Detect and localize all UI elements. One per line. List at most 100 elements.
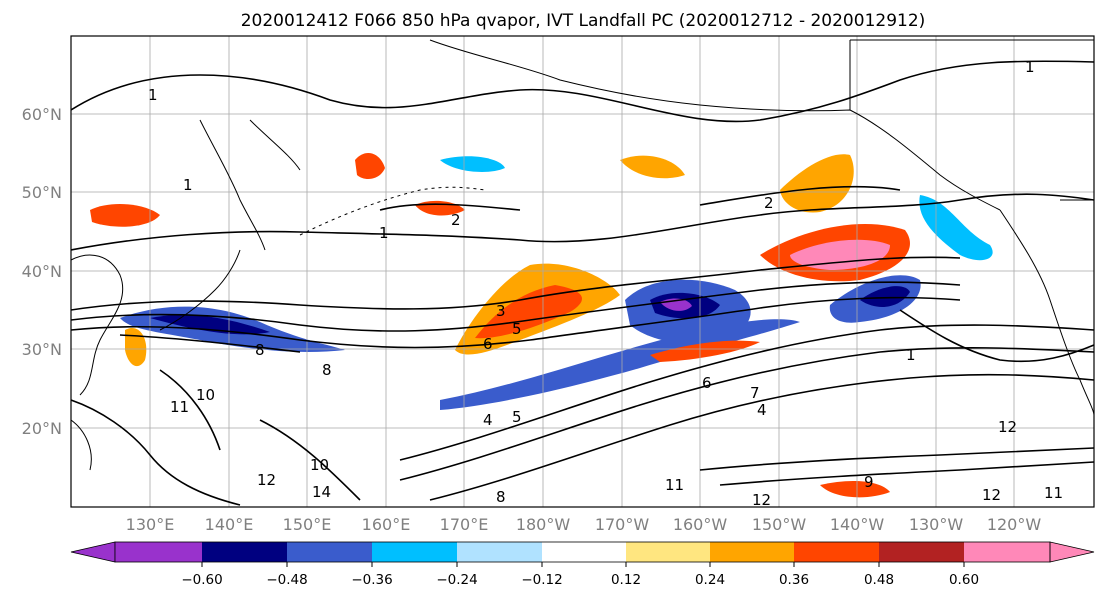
kamchatka-coastline <box>199 119 301 251</box>
contour-tropical-west <box>71 369 361 506</box>
colorbar-segment <box>879 542 964 562</box>
negative-anomaly-band-west-core <box>150 314 270 335</box>
positive-anomaly-band-south <box>650 340 760 362</box>
map-frame <box>70 35 1095 508</box>
lon-label: 150°W <box>752 515 807 534</box>
japan-coastline <box>159 249 241 331</box>
lat-label: 20°N <box>22 419 62 438</box>
colorbar-ticks <box>201 562 965 567</box>
contour-label: 5 <box>512 320 522 338</box>
colorbar-outline <box>114 541 1051 563</box>
lat-label: 30°N <box>22 340 62 359</box>
contour-label: 6 <box>702 374 712 392</box>
contour-label: 9 <box>864 473 874 491</box>
light-blue-anomaly-east <box>919 195 993 261</box>
contour-label: 8 <box>322 361 332 379</box>
contour-2 <box>379 185 901 211</box>
ivt-contours <box>71 60 1094 506</box>
lon-label: 130°E <box>126 515 175 534</box>
colorbar-segment <box>287 542 372 562</box>
colorbar-segment <box>710 542 794 562</box>
contour-label: 1 <box>148 86 158 104</box>
contour-label: 12 <box>998 418 1017 436</box>
contour-label: 1 <box>906 346 916 364</box>
positive-anomaly-east-core <box>790 239 890 270</box>
lon-label: 130°W <box>909 515 964 534</box>
colorbar-segment <box>794 542 879 562</box>
aleutian-arc <box>299 186 486 236</box>
map-panel: 1 1 2 2 3 5 6 8 8 10 11 12 14 11 12 1 4 … <box>70 35 1095 509</box>
contour-label: 1 <box>379 224 389 242</box>
contour-6 <box>71 296 961 349</box>
colorbar-segment <box>626 542 710 562</box>
coastlines <box>71 39 1094 471</box>
contour-label: 1 <box>183 176 193 194</box>
lon-label: 120°W <box>987 515 1042 534</box>
positive-anomaly-south <box>820 480 890 498</box>
contour-label: 4 <box>483 411 493 429</box>
contour-label: 8 <box>496 488 506 506</box>
contour-label: 12 <box>752 491 771 509</box>
contour-label: 8 <box>255 341 265 359</box>
contour-southern-band-b <box>399 347 1094 481</box>
contour-tropical-east <box>699 447 1094 486</box>
alaska-coastline <box>429 39 1001 211</box>
north-america-coastline <box>999 209 1094 416</box>
lon-label: 140°E <box>205 515 254 534</box>
latitude-labels: 60°N 50°N 40°N 30°N 20°N <box>22 105 62 438</box>
lon-label: 170°E <box>440 515 489 534</box>
contour-label: 12 <box>257 471 276 489</box>
contour-label-layer: 1 1 2 2 3 5 6 8 8 10 11 12 14 11 12 1 4 … <box>148 58 1063 509</box>
colorbar-tick-label: −0.36 <box>351 572 392 588</box>
contour-label: 1 <box>1025 58 1035 76</box>
lon-label: 150°E <box>283 515 332 534</box>
lon-label: 160°E <box>362 515 411 534</box>
positive-anomaly-north-pacific <box>620 155 685 179</box>
contour-label: 12 <box>982 486 1001 504</box>
colorbar-tick-label: 0.48 <box>864 572 894 588</box>
lat-label: 50°N <box>22 183 62 202</box>
longitude-labels: 130°E 140°E 150°E 160°E 170°E 180°W 170°… <box>126 515 1042 534</box>
contour-8 <box>119 334 301 353</box>
contour-label: 2 <box>451 211 461 229</box>
negative-anomaly-band-diagonal <box>440 319 800 410</box>
contour-label: 4 <box>757 401 767 419</box>
colorbar-segment <box>457 542 542 562</box>
asia-coastline <box>71 254 124 471</box>
light-blue-anomaly-north <box>440 156 505 172</box>
contour-label: 6 <box>483 335 493 353</box>
colorbar-segment <box>115 542 202 562</box>
colorbar-tick-label: −0.24 <box>436 572 477 588</box>
colorbar-segment <box>964 542 1050 562</box>
colorbar-segment <box>372 542 457 562</box>
colorbar-tick-label: 0.12 <box>611 572 641 588</box>
contour-label: 7 <box>750 384 760 402</box>
colorbar-tick-label: −0.12 <box>521 572 562 588</box>
positive-anomaly-kamchatka <box>355 153 385 180</box>
contour-label: 3 <box>496 302 506 320</box>
contour-label: 2 <box>764 194 774 212</box>
lon-label: 160°W <box>673 515 728 534</box>
qvapor-shading <box>90 153 993 498</box>
lat-label: 40°N <box>22 262 62 281</box>
graticule <box>71 36 1094 507</box>
colorbar-segment <box>202 542 287 562</box>
colorbar-tick-label: 0.24 <box>695 572 725 588</box>
contour-1-mid <box>71 193 1094 251</box>
contour-label: 11 <box>1044 484 1063 502</box>
colorbar-tick-label: −0.48 <box>266 572 307 588</box>
contour-label: 11 <box>170 398 189 416</box>
colorbar-tick-label: 0.36 <box>779 572 809 588</box>
positive-anomaly-west-coast <box>125 328 147 367</box>
colorbar-tick-label: −0.60 <box>181 572 222 588</box>
contour-label: 14 <box>312 483 331 501</box>
negative-anomaly-east-core <box>860 286 910 307</box>
lon-label: 140°W <box>830 515 885 534</box>
contour-1-north <box>71 60 1094 123</box>
colorbar-segment <box>542 542 626 562</box>
contour-label: 10 <box>310 456 329 474</box>
contour-southern-band-a <box>399 324 1094 461</box>
colorbar-tick-label: 0.60 <box>949 572 979 588</box>
contour-southern-band-c <box>429 373 1094 501</box>
